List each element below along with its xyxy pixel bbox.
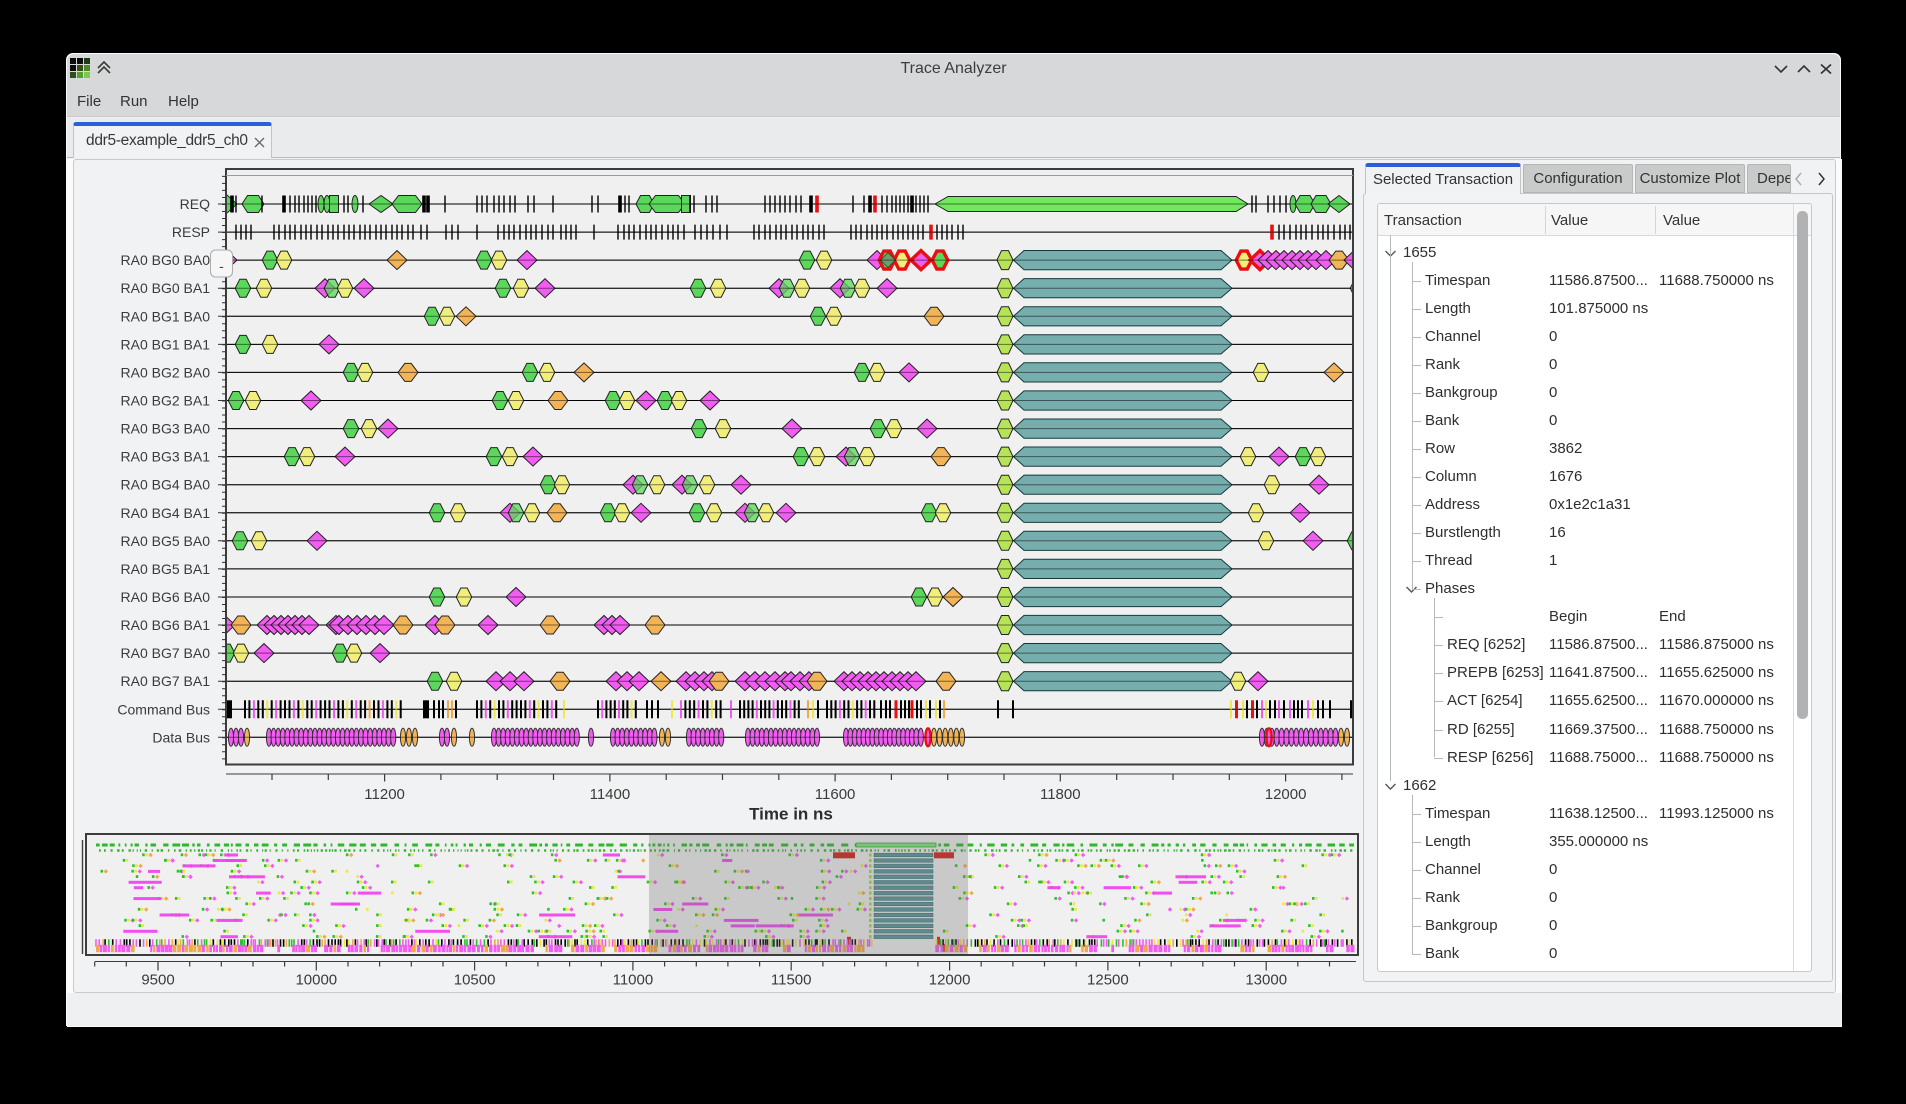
svg-text:10000: 10000 xyxy=(295,972,337,989)
svg-text:Time in ns: Time in ns xyxy=(749,805,833,824)
svg-text:11200: 11200 xyxy=(364,786,405,803)
svg-text:RA0 BG4 BA1: RA0 BG4 BA1 xyxy=(121,505,211,521)
svg-text:RA0 BG7 BA1: RA0 BG7 BA1 xyxy=(121,673,211,689)
svg-text:11500: 11500 xyxy=(771,972,812,989)
svg-text:RA0 BG4 BA0: RA0 BG4 BA0 xyxy=(121,477,211,493)
svg-text:11600: 11600 xyxy=(815,786,856,803)
svg-text:11000: 11000 xyxy=(613,972,654,989)
svg-text:RA0 BG3 BA0: RA0 BG3 BA0 xyxy=(121,421,211,437)
svg-text:RA0 BG5 BA1: RA0 BG5 BA1 xyxy=(121,561,211,577)
svg-text:-: - xyxy=(219,258,224,274)
svg-text:12000: 12000 xyxy=(929,972,971,989)
svg-text:11800: 11800 xyxy=(1040,786,1081,803)
svg-text:RESP: RESP xyxy=(172,224,210,240)
svg-text:RA0 BG2 BA1: RA0 BG2 BA1 xyxy=(121,393,211,409)
svg-text:RA0 BG6 BA0: RA0 BG6 BA0 xyxy=(121,589,211,605)
svg-text:REQ: REQ xyxy=(180,196,210,212)
svg-text:11400: 11400 xyxy=(590,786,631,803)
svg-text:RA0 BG1 BA1: RA0 BG1 BA1 xyxy=(121,336,211,352)
svg-text:Command Bus: Command Bus xyxy=(117,701,210,717)
svg-text:12000: 12000 xyxy=(1265,786,1307,803)
svg-text:13000: 13000 xyxy=(1245,972,1287,989)
svg-text:RA0 BG1 BA0: RA0 BG1 BA0 xyxy=(121,308,211,324)
svg-text:RA0 BG0 BA0: RA0 BG0 BA0 xyxy=(121,252,211,268)
svg-text:RA0 BG3 BA1: RA0 BG3 BA1 xyxy=(121,449,211,465)
svg-text:Data Bus: Data Bus xyxy=(152,729,210,745)
svg-text:RA0 BG7 BA0: RA0 BG7 BA0 xyxy=(121,645,211,661)
svg-text:RA0 BG5 BA0: RA0 BG5 BA0 xyxy=(121,533,211,549)
svg-text:9500: 9500 xyxy=(141,972,174,989)
svg-text:RA0 BG0 BA1: RA0 BG0 BA1 xyxy=(121,280,211,296)
svg-text:RA0 BG6 BA1: RA0 BG6 BA1 xyxy=(121,617,211,633)
svg-text:RA0 BG2 BA0: RA0 BG2 BA0 xyxy=(121,364,211,380)
svg-text:12500: 12500 xyxy=(1087,972,1129,989)
svg-text:10500: 10500 xyxy=(454,972,496,989)
